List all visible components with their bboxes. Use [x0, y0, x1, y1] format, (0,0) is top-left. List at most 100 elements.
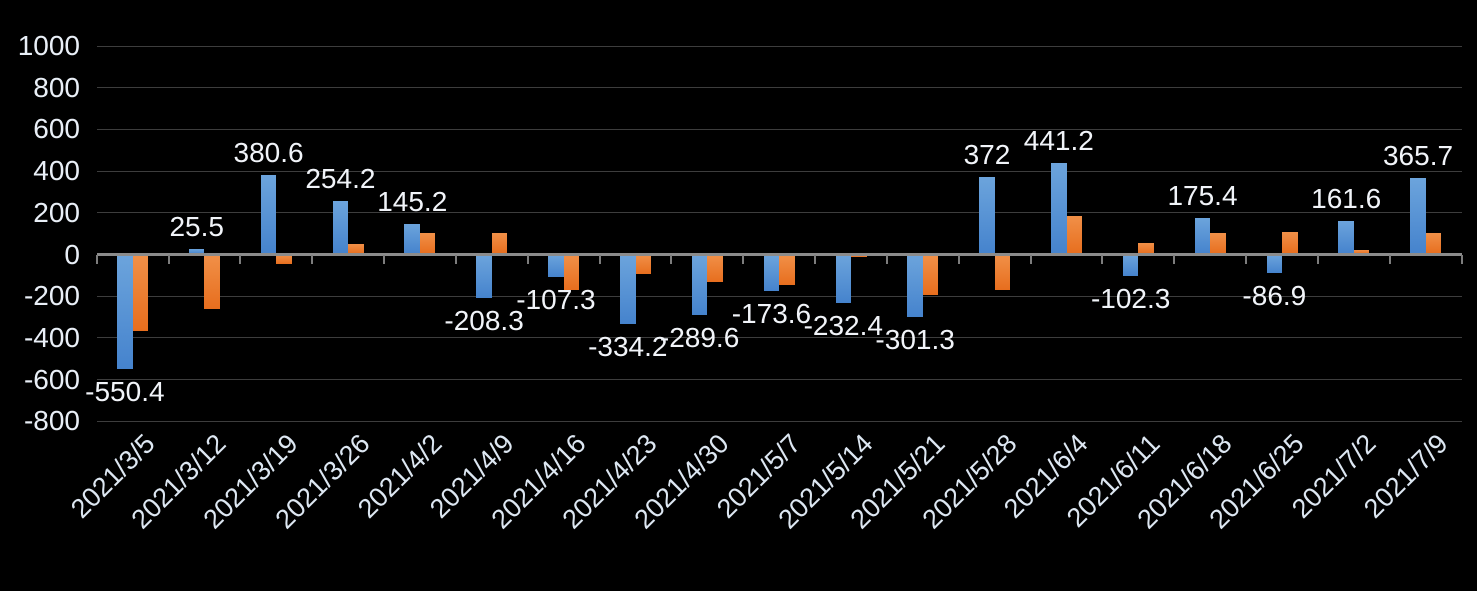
data-label-2021/5/21: -301.3: [875, 324, 955, 356]
data-label-2021/4/16: -107.3: [516, 283, 596, 315]
bar-series1-blue-2021/6/18: [1194, 217, 1211, 255]
x-axis-tick: [670, 254, 673, 264]
y-axis-tick-label: 400: [33, 155, 80, 187]
gridline-600: [96, 128, 1462, 130]
data-label-2021/6/4: 441.2: [1023, 124, 1094, 156]
data-label-2021/5/28: 372: [963, 138, 1011, 170]
x-axis-tick: [598, 254, 601, 264]
bar-series2-orange-2021/3/19: [276, 254, 292, 264]
x-axis-tick: [1317, 254, 1320, 264]
data-label-2021/4/2: 145.2: [377, 186, 448, 218]
y-axis-tick-label: -800: [23, 405, 80, 437]
gridline--400: [96, 337, 1462, 339]
bar-series1-blue-2021/4/9: [476, 254, 492, 298]
bar-series2-orange-2021/6/11: [1138, 243, 1154, 255]
x-axis-tick: [885, 254, 888, 264]
bar-series1-blue-2021/6/4: [1051, 162, 1067, 255]
bar-series1-blue-2021/6/25: [1266, 254, 1283, 273]
y-axis-tick-label: 1000: [17, 30, 80, 61]
bar-series2-orange-2021/3/5: [132, 254, 149, 331]
x-axis-tick: [1388, 254, 1391, 264]
bar-series2-orange-2021/4/30: [707, 254, 723, 282]
bar-series2-orange-2021/4/2: [419, 232, 436, 255]
data-label-2021/6/11: -102.3: [1090, 282, 1171, 314]
data-label-2021/7/9: 365.7: [1382, 140, 1454, 172]
x-axis-tick: [1245, 254, 1248, 264]
bar-series2-orange-2021/5/21: [922, 254, 939, 296]
bar-series1-blue-2021/4/2: [404, 224, 420, 255]
gridline--200: [96, 295, 1462, 297]
data-label-2021/6/18: 175.4: [1167, 179, 1238, 211]
bar-series1-blue-2021/4/30: [691, 254, 708, 315]
gridline-1000: [96, 45, 1462, 47]
bar-series1-blue-2021/7/2: [1338, 220, 1354, 255]
bar-series2-orange-2021/4/16: [563, 254, 580, 290]
x-axis-tick: [167, 254, 170, 264]
data-label-2021/3/26: 254.2: [305, 163, 376, 195]
gridline-400: [96, 170, 1462, 172]
x-axis-tick: [1029, 254, 1032, 264]
gridline--600: [96, 379, 1462, 381]
x-axis-tick: [1173, 254, 1176, 264]
bar-series1-blue-2021/5/28: [979, 176, 995, 255]
x-axis-tick: [1460, 254, 1463, 264]
data-label-2021/6/25: -86.9: [1242, 279, 1307, 311]
data-label-2021/4/23: -334.2: [588, 331, 668, 363]
data-label-2021/4/9: -208.3: [444, 304, 524, 336]
bar-series1-blue-2021/7/9: [1410, 178, 1426, 255]
bar-series1-blue-2021/3/12: [188, 249, 205, 255]
bar-series1-blue-2021/5/14: [835, 254, 852, 303]
data-label-2021/5/14: -232.4: [803, 309, 883, 341]
gridline-800: [96, 87, 1462, 89]
data-label-2021/4/30: -289.6: [659, 321, 740, 353]
y-axis-tick-label: 800: [33, 71, 80, 103]
bar-series1-blue-2021/4/16: [548, 254, 564, 277]
data-label-2021/3/19: 380.6: [233, 137, 304, 169]
x-axis-tick: [239, 254, 242, 264]
bar-series2-orange-2021/5/7: [779, 254, 795, 285]
bar-series2-orange-2021/7/9: [1425, 232, 1442, 255]
y-axis-tick-label: -200: [23, 280, 80, 312]
x-axis-tick: [311, 254, 314, 264]
x-axis-tick: [1101, 254, 1104, 264]
data-label-2021/5/7: -173.6: [731, 297, 812, 329]
data-label-2021/3/12: 25.5: [169, 211, 224, 243]
bar-series2-orange-2021/6/25: [1282, 231, 1298, 255]
x-axis-tick: [454, 254, 457, 264]
bar-series2-orange-2021/3/12: [204, 254, 220, 309]
x-axis-line: [96, 253, 1462, 256]
bar-series1-blue-2021/4/23: [620, 254, 636, 325]
bar-series2-orange-2021/7/2: [1353, 250, 1370, 255]
y-axis-tick-label: 600: [33, 113, 80, 145]
bar-series2-orange-2021/6/18: [1210, 232, 1226, 255]
y-axis-tick-label: 0: [64, 238, 80, 270]
x-axis-tick: [742, 254, 745, 264]
x-axis-tick: [526, 254, 529, 264]
bar-series1-blue-2021/5/7: [763, 254, 780, 291]
bar-series2-orange-2021/3/26: [348, 244, 364, 255]
x-axis-tick: [957, 254, 960, 264]
x-axis-tick: [95, 254, 98, 264]
gridline--800: [96, 420, 1462, 422]
bar-series2-orange-2021/5/28: [994, 254, 1011, 290]
x-axis-tick: [383, 254, 386, 264]
bar-series1-blue-2021/6/11: [1122, 254, 1139, 276]
bar-series2-orange-2021/6/4: [1066, 215, 1083, 255]
bar-series1-blue-2021/3/19: [260, 175, 277, 255]
y-axis-tick-label: -400: [23, 321, 80, 353]
data-label-2021/3/5: -550.4: [85, 376, 165, 408]
y-axis-tick-label: -600: [23, 363, 80, 395]
data-label-2021/7/2: 161.6: [1311, 182, 1382, 214]
x-axis-tick: [814, 254, 817, 264]
bar-series1-blue-2021/3/26: [332, 201, 349, 255]
bar-series2-orange-2021/4/9: [491, 232, 508, 255]
bar-series2-orange-2021/4/23: [635, 254, 652, 275]
bar-series1-blue-2021/3/5: [117, 254, 133, 370]
bar-series1-blue-2021/5/21: [907, 254, 923, 318]
